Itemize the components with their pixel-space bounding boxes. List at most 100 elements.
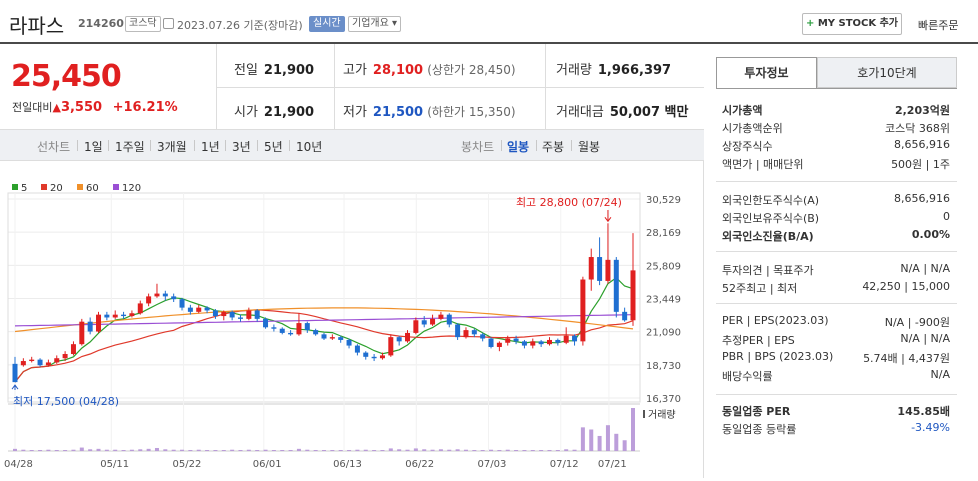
candle-body xyxy=(379,355,385,359)
info-row: 시가총액 2,203억원 xyxy=(716,102,957,120)
tab-10year[interactable]: 10년 xyxy=(296,140,323,154)
y-tick-label: 25,809 xyxy=(646,261,681,272)
legend-swatch xyxy=(12,184,18,190)
candle-body xyxy=(446,314,452,325)
tab-orderbook-10[interactable]: 호가10단계 xyxy=(817,57,957,88)
low-annotation: 최저 17,500 (04/28) xyxy=(13,395,119,408)
info-row-value: 5.74배 | 4,437원 xyxy=(863,352,950,365)
candle-body xyxy=(463,330,469,338)
x-tick-label: 05/11 xyxy=(100,459,129,470)
legend-swatch xyxy=(41,184,47,190)
info-row-label: 외국인한도주식수(A) xyxy=(722,194,820,207)
plus-icon: + xyxy=(805,18,815,29)
volume-bar xyxy=(296,448,301,451)
info-row: PER | EPS(2023.03) N/A | -900원 xyxy=(716,314,957,332)
info-row: PBR | BPS (2023.03) 5.74배 | 4,437원 xyxy=(716,350,957,368)
volume-bar xyxy=(489,449,494,451)
volume-bar xyxy=(230,449,235,451)
y-tick-label: 28,169 xyxy=(646,228,681,239)
volume-bar xyxy=(514,450,519,451)
ma-line-20 xyxy=(14,309,634,383)
candle-body xyxy=(62,354,68,359)
tab-monthly[interactable]: 월봉 xyxy=(578,140,601,154)
candle-body xyxy=(555,339,561,343)
x-tick-label: 06/01 xyxy=(253,459,282,470)
volume-bar xyxy=(205,450,210,451)
volume-bar xyxy=(372,450,377,451)
tab-candle-chart[interactable]: 봉차트 xyxy=(461,140,495,154)
info-row: 시가총액순위 코스닥 368위 xyxy=(716,120,957,138)
candle-body xyxy=(12,363,18,383)
volume-bar xyxy=(63,450,68,451)
volume-bar xyxy=(263,449,268,451)
info-row-value: 0.00% xyxy=(911,228,950,241)
candle-body xyxy=(37,359,43,366)
tab-line-chart[interactable]: 선차트 xyxy=(37,140,71,154)
quick-order-link[interactable]: 빠른주문 xyxy=(918,19,959,32)
candle-body xyxy=(438,314,444,319)
x-tick-label: 06/13 xyxy=(333,459,362,470)
company-info-dropdown[interactable]: 기업개요 ▾ xyxy=(348,16,402,32)
candle-body xyxy=(20,361,26,366)
volume-bar xyxy=(380,450,385,451)
volume-bar xyxy=(313,450,318,451)
high-annotation: 최고 28,800 (07/24) xyxy=(516,196,622,209)
volume-bar xyxy=(564,449,569,451)
price-change: 전일대비▲3,550 +16.21% xyxy=(12,100,178,115)
tab-investment-info[interactable]: 투자정보 xyxy=(716,57,817,88)
volume-bar xyxy=(54,450,59,451)
legend-label: 120 xyxy=(122,183,141,194)
chart-period-tabs: 선차트 1일 1주일 3개월 1년 3년 5년 10년 봉차트 일봉 주봉 월봉 xyxy=(0,130,704,161)
info-row: 투자의견 | 목표주가 N/A | N/A xyxy=(716,262,957,280)
candle-body xyxy=(254,310,260,319)
volume-bar xyxy=(171,449,176,451)
tab-1week[interactable]: 1주일 xyxy=(115,140,145,154)
tab-weekly[interactable]: 주봉 xyxy=(542,140,565,154)
realtime-button[interactable]: 실시간 xyxy=(309,16,345,32)
x-tick-label: 05/22 xyxy=(173,459,202,470)
legend-label: 60 xyxy=(86,183,99,194)
volume-bar xyxy=(422,449,427,451)
tab-1day[interactable]: 1일 xyxy=(84,140,103,154)
info-row-label: 동일업종 등락률 xyxy=(722,423,797,436)
stock-name: 라파스 xyxy=(9,14,65,38)
candle-body xyxy=(146,296,152,304)
info-row-value: 145.85배 xyxy=(897,405,950,418)
tab-5year[interactable]: 5년 xyxy=(264,140,283,154)
volume-bar xyxy=(46,449,51,451)
candle-body xyxy=(271,327,277,329)
candle-body xyxy=(521,341,527,346)
volume-bar xyxy=(121,450,126,451)
volume-bar xyxy=(163,449,168,451)
candle-body xyxy=(505,338,511,343)
stock-code: 214260 xyxy=(78,17,124,30)
candle-body xyxy=(496,342,502,347)
y-tick-label: 16,370 xyxy=(646,394,681,405)
candle-body xyxy=(396,337,402,342)
tab-3year[interactable]: 3년 xyxy=(232,140,251,154)
calendar-icon xyxy=(163,18,174,29)
tab-daily[interactable]: 일봉 xyxy=(507,140,530,154)
info-row-value: 2,203억원 xyxy=(894,104,950,117)
ma-line-60 xyxy=(14,307,634,333)
tab-3month[interactable]: 3개월 xyxy=(157,140,187,154)
volume-bar xyxy=(79,447,84,451)
tab-1year[interactable]: 1년 xyxy=(201,140,220,154)
volume-bar xyxy=(447,449,452,451)
volume-label: 거래량 xyxy=(648,409,676,421)
volume-bar xyxy=(363,449,368,451)
volume-bar xyxy=(146,448,151,451)
info-row-label: 52주최고 | 최저 xyxy=(722,282,798,295)
candle-body xyxy=(371,356,377,359)
my-stock-add-button[interactable]: + MY STOCK 추가 xyxy=(802,13,902,35)
info-row: 추정PER | EPS N/A | N/A xyxy=(716,332,957,350)
candle-body xyxy=(546,339,552,345)
info-row-value: 8,656,916 xyxy=(894,138,950,151)
legend-swatch xyxy=(113,184,119,190)
info-row-label: 시가총액 xyxy=(722,104,763,117)
volume-bar xyxy=(430,449,435,451)
y-tick-label: 23,449 xyxy=(646,295,681,306)
info-row-value: N/A | N/A xyxy=(900,332,950,345)
candle-body xyxy=(329,337,335,339)
candle-body xyxy=(104,314,110,318)
